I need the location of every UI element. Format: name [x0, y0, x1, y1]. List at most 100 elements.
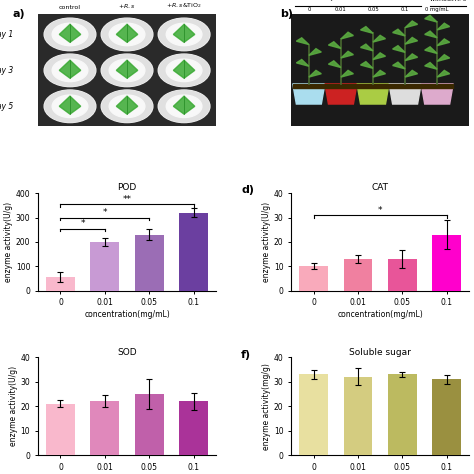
- Polygon shape: [59, 24, 81, 42]
- Polygon shape: [437, 70, 450, 77]
- Bar: [388, 259, 417, 291]
- X-axis label: concentration(mg/mL): concentration(mg/mL): [84, 310, 170, 319]
- Circle shape: [44, 90, 96, 123]
- X-axis label: concentration(mg/mL): concentration(mg/mL): [337, 310, 423, 319]
- Polygon shape: [421, 84, 453, 104]
- Polygon shape: [296, 38, 309, 45]
- Circle shape: [101, 18, 153, 51]
- Text: d): d): [241, 185, 254, 195]
- Polygon shape: [373, 53, 385, 60]
- Polygon shape: [116, 24, 138, 42]
- Bar: [46, 277, 75, 291]
- Polygon shape: [421, 84, 453, 88]
- Polygon shape: [293, 84, 325, 104]
- Polygon shape: [405, 70, 418, 77]
- Text: Day 5: Day 5: [0, 102, 13, 111]
- Text: *: *: [378, 206, 383, 215]
- Circle shape: [158, 90, 210, 123]
- Bar: [299, 266, 328, 291]
- Polygon shape: [405, 54, 418, 61]
- Polygon shape: [328, 42, 341, 48]
- Circle shape: [158, 54, 210, 87]
- Polygon shape: [425, 15, 437, 22]
- Polygon shape: [361, 27, 373, 33]
- Bar: [388, 374, 417, 455]
- Polygon shape: [173, 60, 195, 78]
- Polygon shape: [361, 44, 373, 51]
- Polygon shape: [116, 60, 138, 78]
- Circle shape: [102, 91, 152, 122]
- Title: CAT: CAT: [372, 183, 389, 192]
- Polygon shape: [437, 23, 450, 30]
- Bar: [91, 242, 119, 291]
- Circle shape: [44, 54, 96, 87]
- Circle shape: [45, 91, 95, 122]
- Circle shape: [102, 55, 152, 86]
- Polygon shape: [59, 60, 81, 78]
- Circle shape: [101, 90, 153, 123]
- Y-axis label: enzyme activity(U/g): enzyme activity(U/g): [9, 366, 18, 447]
- Polygon shape: [309, 49, 321, 55]
- Polygon shape: [357, 84, 389, 88]
- Polygon shape: [173, 96, 195, 114]
- Bar: [46, 404, 75, 455]
- Title: Soluble sugar: Soluble sugar: [349, 347, 411, 356]
- Text: 0.01: 0.01: [335, 7, 347, 12]
- Bar: [179, 213, 208, 291]
- Polygon shape: [392, 62, 405, 69]
- Polygon shape: [341, 32, 354, 39]
- Circle shape: [159, 91, 209, 122]
- Text: *: *: [81, 219, 85, 228]
- Text: f): f): [241, 350, 251, 360]
- Text: b): b): [280, 9, 293, 18]
- Bar: [299, 374, 328, 455]
- Y-axis label: enzyme activity(U/g): enzyme activity(U/g): [262, 202, 271, 282]
- Polygon shape: [361, 62, 373, 68]
- Text: *: *: [102, 208, 107, 217]
- Polygon shape: [425, 47, 437, 54]
- Title: SOD: SOD: [117, 347, 137, 356]
- Text: 0 mg/mL: 0 mg/mL: [426, 7, 449, 12]
- Polygon shape: [293, 84, 325, 88]
- Polygon shape: [389, 84, 421, 88]
- Bar: [432, 235, 461, 291]
- Circle shape: [102, 18, 152, 50]
- Circle shape: [159, 18, 209, 50]
- Polygon shape: [328, 61, 341, 68]
- Polygon shape: [325, 84, 357, 88]
- Circle shape: [52, 23, 88, 46]
- Polygon shape: [116, 96, 138, 114]
- Circle shape: [166, 23, 202, 46]
- Polygon shape: [325, 84, 357, 104]
- Bar: [135, 394, 164, 455]
- Bar: [135, 235, 164, 291]
- Y-axis label: enzyme activity(U/g): enzyme activity(U/g): [4, 202, 13, 282]
- Text: 0: 0: [307, 7, 310, 12]
- Text: injection with $\it{R.s}$: injection with $\it{R.s}$: [325, 0, 382, 3]
- Text: a): a): [13, 9, 26, 18]
- Polygon shape: [59, 96, 81, 114]
- Circle shape: [45, 55, 95, 86]
- Polygon shape: [425, 31, 437, 38]
- Y-axis label: enzyme activity(mg/g): enzyme activity(mg/g): [262, 363, 271, 450]
- Bar: [432, 379, 461, 455]
- Polygon shape: [392, 46, 405, 53]
- Circle shape: [158, 18, 210, 51]
- Circle shape: [44, 18, 96, 51]
- Circle shape: [101, 54, 153, 87]
- Text: +$\it{R.s}$&TiO$_2$: +$\it{R.s}$&TiO$_2$: [166, 1, 202, 10]
- Circle shape: [159, 55, 209, 86]
- Circle shape: [109, 59, 145, 82]
- Circle shape: [109, 95, 145, 118]
- Circle shape: [166, 59, 202, 82]
- Text: Day 3: Day 3: [0, 66, 13, 75]
- Polygon shape: [425, 63, 437, 69]
- Polygon shape: [373, 70, 385, 77]
- Bar: [344, 259, 373, 291]
- Polygon shape: [296, 60, 309, 66]
- Text: 0.1: 0.1: [401, 7, 409, 12]
- Text: 0.05: 0.05: [367, 7, 379, 12]
- Polygon shape: [173, 24, 195, 42]
- Polygon shape: [357, 84, 389, 104]
- Polygon shape: [405, 21, 418, 27]
